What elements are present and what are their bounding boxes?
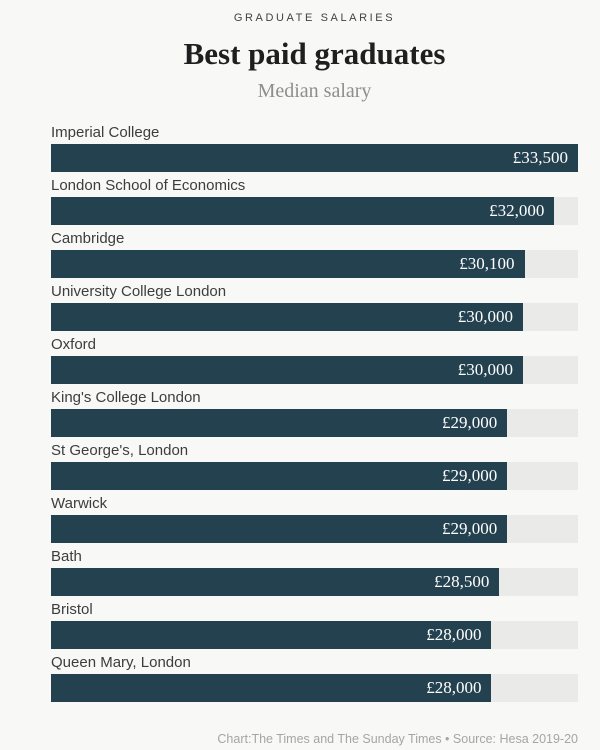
bar-value-label: £29,000 bbox=[441, 466, 498, 485]
bar-label: Warwick bbox=[51, 495, 108, 512]
bar-track: £29,000 bbox=[51, 515, 578, 543]
bar-value-label: £29,000 bbox=[441, 413, 498, 432]
bar-chart: Imperial College £33,500 London School o… bbox=[51, 125, 578, 702]
bar-fill: £28,500 bbox=[51, 568, 500, 596]
bar-label: St George's, London bbox=[51, 442, 189, 459]
bar-track: £30,000 bbox=[51, 303, 578, 331]
bar-label: University College London bbox=[51, 283, 227, 300]
bar-row: Warwick £29,000 bbox=[51, 496, 578, 543]
bar-fill: £32,000 bbox=[51, 197, 555, 225]
bar-label: Queen Mary, London bbox=[51, 654, 191, 671]
bar-row: Cambridge £30,100 bbox=[51, 231, 578, 278]
bar-fill: £29,000 bbox=[51, 409, 508, 437]
bar-label: Oxford bbox=[51, 336, 97, 353]
bar-track: £28,000 bbox=[51, 674, 578, 702]
bar-row: Bristol £28,000 bbox=[51, 602, 578, 649]
bar-fill: £29,000 bbox=[51, 462, 508, 490]
source-credit: Chart:The Times and The Sunday Times • S… bbox=[217, 732, 578, 746]
bar-label: Cambridge bbox=[51, 230, 125, 247]
bar-value-label: £33,500 bbox=[512, 148, 568, 167]
bar-label: Imperial College bbox=[51, 124, 160, 141]
bar-value-label: £28,000 bbox=[426, 678, 482, 697]
bar-value-label: £28,000 bbox=[426, 625, 482, 644]
bar-row: King's College London £29,000 bbox=[51, 390, 578, 437]
bar-value-label: £30,000 bbox=[457, 307, 513, 326]
bar-rows: Imperial College £33,500 London School o… bbox=[51, 125, 578, 702]
kicker: GRADUATE SALARIES bbox=[233, 12, 396, 24]
bar-value-label: £28,500 bbox=[434, 572, 490, 591]
bar-fill: £29,000 bbox=[51, 515, 508, 543]
bar-fill: £28,000 bbox=[51, 674, 492, 702]
bar-value-label: £29,000 bbox=[441, 519, 498, 538]
bar-value-label: £32,000 bbox=[489, 201, 545, 220]
bar-track: £28,500 bbox=[51, 568, 578, 596]
bar-label: King's College London bbox=[51, 389, 201, 406]
bar-row: St George's, London £29,000 bbox=[51, 443, 578, 490]
bar-row: Bath £28,500 bbox=[51, 549, 578, 596]
bar-label: Bristol bbox=[51, 601, 93, 618]
bar-value-label: £30,000 bbox=[457, 360, 513, 379]
bar-track: £29,000 bbox=[51, 462, 578, 490]
bar-track: £28,000 bbox=[51, 621, 578, 649]
bar-fill: £30,000 bbox=[51, 303, 523, 331]
bar-row: Queen Mary, London £28,000 bbox=[51, 655, 578, 702]
bar-row: London School of Economics £32,000 bbox=[51, 178, 578, 225]
bar-row: Imperial College £33,500 bbox=[51, 125, 578, 172]
bar-fill: £30,100 bbox=[51, 250, 525, 278]
bar-fill: £30,000 bbox=[51, 356, 523, 384]
bar-row: University College London £30,000 bbox=[51, 284, 578, 331]
bar-track: £29,000 bbox=[51, 409, 578, 437]
page-title: Best paid graduates bbox=[183, 36, 446, 71]
bar-label: London School of Economics bbox=[51, 177, 246, 194]
subtitle: Median salary bbox=[257, 80, 372, 102]
bar-track: £30,100 bbox=[51, 250, 578, 278]
bar-row: Oxford £30,000 bbox=[51, 337, 578, 384]
bar-fill: £28,000 bbox=[51, 621, 492, 649]
bar-label: Bath bbox=[51, 548, 82, 565]
bar-fill: £33,500 bbox=[51, 144, 578, 172]
bar-value-label: £30,100 bbox=[459, 254, 515, 273]
bar-track: £33,500 bbox=[51, 144, 578, 172]
bar-track: £32,000 bbox=[51, 197, 578, 225]
bar-track: £30,000 bbox=[51, 356, 578, 384]
